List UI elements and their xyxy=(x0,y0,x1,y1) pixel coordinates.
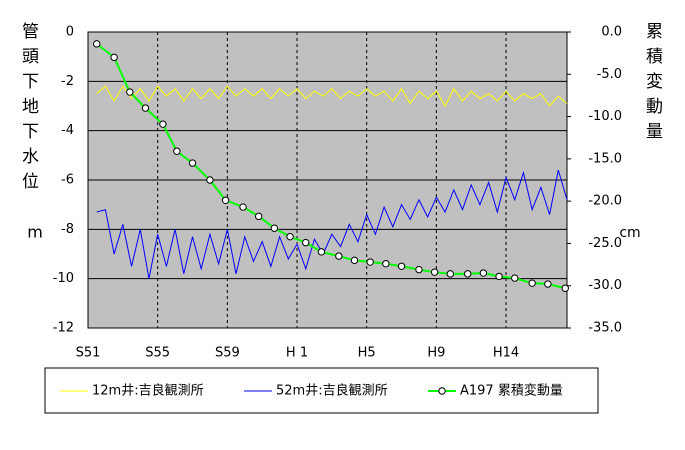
marker xyxy=(528,279,536,287)
marker xyxy=(430,268,439,276)
legend-label: A197 累積変動量 xyxy=(460,383,563,399)
marker xyxy=(141,104,150,112)
marker xyxy=(126,88,134,96)
marker xyxy=(397,262,406,270)
x-tick-label: H 1 xyxy=(286,346,308,361)
legend-marker xyxy=(438,387,446,395)
marker xyxy=(159,120,167,128)
series-line xyxy=(96,169,568,279)
marker xyxy=(382,260,390,268)
marker xyxy=(239,203,247,211)
y-tick-label: -2 xyxy=(61,74,74,89)
y2-axis-unit: cm xyxy=(619,225,640,241)
x-tick-label: S59 xyxy=(215,346,240,361)
y-tick-label: -4 xyxy=(61,123,74,138)
marker xyxy=(270,224,279,232)
x-tick-label: H5 xyxy=(358,346,376,361)
marker xyxy=(317,248,326,256)
marker xyxy=(188,159,197,167)
y2-tick-label: -35.0 xyxy=(588,321,622,336)
x-tick-label: S51 xyxy=(76,346,101,361)
y2-tick-label: -25.0 xyxy=(588,236,622,251)
marker xyxy=(173,147,181,155)
y2-tick-label: -30.0 xyxy=(588,278,622,293)
x-tick-label: H14 xyxy=(493,346,519,361)
marker xyxy=(93,40,101,48)
marker xyxy=(366,258,374,266)
legend-label: 52m井:吉良観測所 xyxy=(276,383,388,399)
marker xyxy=(511,274,519,282)
y-tick-label: -8 xyxy=(61,222,74,237)
marker xyxy=(446,270,454,278)
marker xyxy=(335,252,343,260)
marker xyxy=(479,269,488,277)
marker xyxy=(415,265,423,274)
y-axis-unit: m xyxy=(27,223,43,242)
y-tick-label: -6 xyxy=(61,173,74,188)
marker xyxy=(561,284,569,292)
series-line xyxy=(96,85,568,108)
marker xyxy=(286,232,294,241)
marker xyxy=(302,238,310,247)
marker xyxy=(464,270,472,278)
y-tick-label: 0 xyxy=(66,25,74,40)
y-tick-label: -10 xyxy=(53,271,74,286)
y2-tick-label: -10.0 xyxy=(588,109,622,124)
y-tick-label: -12 xyxy=(53,321,74,336)
marker xyxy=(221,196,230,204)
y-axis-label: 管頭下地下水位 xyxy=(18,22,39,197)
y2-axis-label: 累積変動量 xyxy=(642,22,663,147)
marker xyxy=(350,256,359,265)
y2-tick-label: -5.0 xyxy=(597,67,622,82)
legend-label: 12m井:吉良観測所 xyxy=(92,383,204,399)
legend xyxy=(44,367,599,414)
x-tick-label: H9 xyxy=(427,346,445,361)
marker xyxy=(544,280,552,288)
marker xyxy=(254,212,263,221)
x-tick-label: S55 xyxy=(145,346,170,361)
y2-tick-label: -20.0 xyxy=(588,194,622,209)
marker xyxy=(110,53,118,62)
plot-border xyxy=(87,31,568,329)
y2-tick-label: 0.0 xyxy=(601,25,622,40)
marker xyxy=(495,272,503,281)
y2-tick-label: -15.0 xyxy=(588,151,622,166)
marker xyxy=(206,176,214,184)
